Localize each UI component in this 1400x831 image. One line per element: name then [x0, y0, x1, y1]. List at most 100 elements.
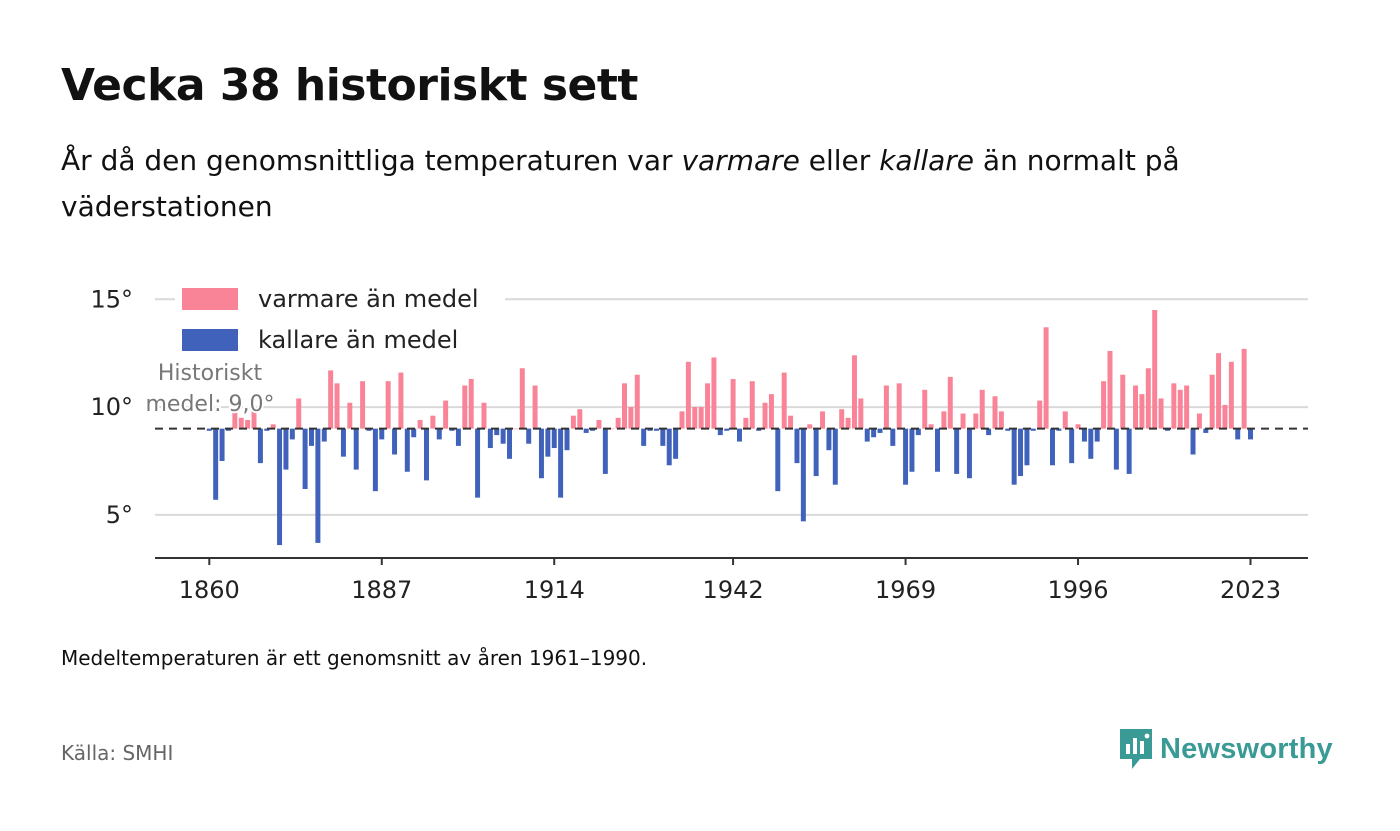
bar-1976 [947, 376, 953, 429]
bar-1974 [935, 428, 940, 472]
bar-1941 [724, 428, 730, 431]
bar-2021 [1235, 428, 1241, 440]
bar-2003 [1120, 374, 1126, 429]
bar-1990 [1037, 400, 1043, 429]
bar-1993 [1056, 428, 1062, 431]
bar-1881 [340, 428, 346, 457]
baseline-label-line-2: medel: 9,0° [146, 392, 275, 417]
bar-1887 [379, 428, 385, 440]
bar-1939 [711, 357, 717, 429]
bar-1929 [647, 428, 653, 431]
bar-1980 [973, 413, 979, 429]
bar-1909 [519, 368, 525, 429]
subtitle-text-before: År då den genomsnittliga temperaturen va… [61, 144, 682, 177]
bar-1900 [462, 385, 468, 429]
bar-1983 [992, 396, 998, 429]
bar-1965 [877, 428, 883, 433]
bars-group [206, 310, 1253, 546]
bar-1953 [800, 428, 806, 522]
newsworthy-logo-icon [1120, 729, 1152, 769]
bar-1918 [577, 409, 583, 429]
bar-1996 [1075, 424, 1081, 429]
bar-1889 [392, 428, 398, 455]
bar-1986 [1011, 428, 1017, 485]
bar-1928 [641, 428, 647, 446]
bar-1868 [257, 428, 263, 464]
bar-1872 [283, 428, 289, 470]
x-tick-label-1996: 1996 [1047, 576, 1108, 604]
bar-1879 [328, 370, 334, 429]
bar-1930 [653, 428, 659, 431]
bar-1908 [513, 428, 519, 430]
bar-1920 [590, 428, 596, 431]
bar-2012 [1177, 389, 1183, 429]
bar-1876 [309, 428, 314, 446]
bar-1952 [794, 428, 800, 464]
bar-1944 [743, 417, 749, 429]
bar-2017 [1209, 374, 1215, 429]
bar-1950 [781, 372, 787, 429]
bar-1961 [851, 355, 857, 429]
bar-2018 [1216, 353, 1222, 429]
bar-1970 [909, 428, 915, 472]
bar-1864 [232, 407, 238, 429]
bar-1987 [1018, 428, 1024, 477]
bar-1925 [622, 383, 627, 429]
bar-1874 [296, 398, 302, 429]
bar-2009 [1158, 398, 1164, 429]
bar-1861 [213, 428, 219, 500]
bar-1968 [896, 383, 902, 429]
bar-1951 [788, 415, 794, 429]
bar-1967 [890, 428, 896, 446]
bar-1862 [219, 428, 225, 461]
bar-2010 [1164, 428, 1170, 431]
bar-1913 [545, 428, 551, 457]
bar-1936 [692, 407, 698, 429]
bar-1865 [238, 417, 244, 429]
bar-1933 [673, 428, 679, 459]
x-tick-label-1969: 1969 [875, 576, 936, 604]
bar-1935 [685, 361, 691, 429]
bar-1972 [922, 389, 928, 429]
bar-1957 [826, 428, 832, 451]
bar-1994 [1062, 411, 1068, 429]
bar-1966 [883, 385, 889, 429]
x-tick-label-1942: 1942 [703, 576, 764, 604]
bar-1860 [206, 428, 212, 431]
bar-2000 [1101, 381, 1107, 429]
bar-1899 [455, 428, 461, 446]
bar-1892 [411, 428, 417, 438]
bar-1963 [864, 428, 870, 442]
bar-2001 [1107, 351, 1113, 429]
bar-1937 [698, 407, 704, 429]
bar-1910 [526, 428, 532, 444]
bar-2015 [1196, 413, 1202, 429]
bar-1906 [500, 428, 506, 444]
footnote: Medeltemperaturen är ett genomsnitt av å… [61, 646, 648, 670]
bar-1991 [1043, 327, 1049, 429]
bar-1916 [564, 428, 570, 451]
bar-1946 [756, 428, 762, 431]
bar-1897 [443, 400, 449, 429]
legend-warm-label: varmare än medel [258, 285, 479, 313]
bar-1885 [366, 428, 372, 431]
legend-cold-swatch [182, 329, 238, 351]
bar-1977 [954, 428, 960, 474]
x-tick-label-1860: 1860 [179, 576, 240, 604]
bar-1863 [225, 428, 231, 431]
bar-1898 [449, 428, 455, 431]
bar-1869 [264, 428, 270, 431]
bar-1923 [609, 428, 615, 430]
bar-1995 [1069, 428, 1075, 464]
bar-2014 [1190, 428, 1196, 455]
bar-1871 [277, 428, 283, 546]
bar-1867 [251, 407, 257, 429]
bar-1875 [302, 428, 308, 490]
bar-1922 [602, 428, 608, 474]
bar-1886 [372, 428, 378, 492]
bar-1914 [551, 428, 557, 449]
bar-1904 [487, 428, 493, 449]
bar-2023 [1248, 428, 1253, 440]
bar-2016 [1203, 428, 1209, 433]
bar-2005 [1133, 385, 1139, 429]
